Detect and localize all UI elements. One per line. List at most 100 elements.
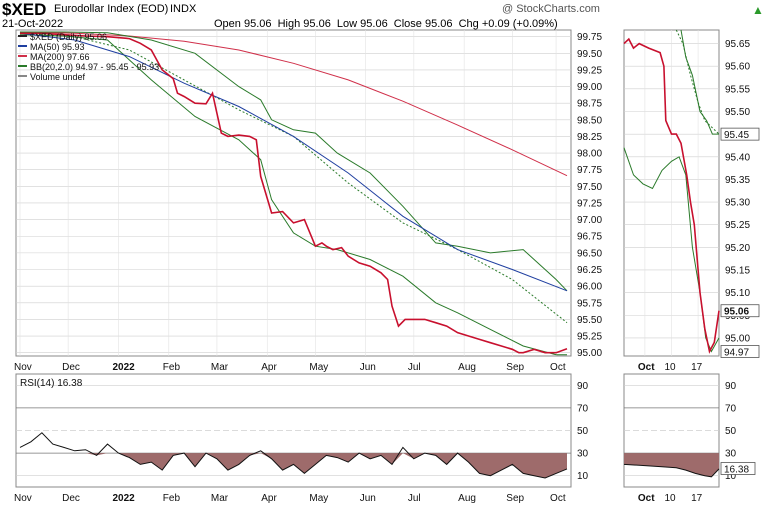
price-panel-frame <box>15 29 572 357</box>
rsi-y-tick: 10 <box>577 471 589 482</box>
price-y-tick: 97.25 <box>577 198 602 209</box>
price-x-tick: Apr <box>261 362 277 373</box>
price-y-tick: 97.75 <box>577 165 602 176</box>
price-x-tick: Jun <box>360 362 376 373</box>
rsi-x-tick: Apr <box>261 493 277 504</box>
inset-y-tick: 95.30 <box>725 198 750 209</box>
inset-rsi-y-tick: 30 <box>725 449 737 460</box>
inset-bb-lower <box>623 147 720 353</box>
price-x-tick: Nov <box>14 362 32 373</box>
inset-x-tick: 10 <box>665 362 677 373</box>
badge-frame <box>720 462 756 475</box>
price-y-tick: 95.75 <box>577 298 602 309</box>
price-y-tick: 97.00 <box>577 215 602 226</box>
inset-y-tick: 95.00 <box>725 333 750 344</box>
inset-y-tick: 95.20 <box>725 243 750 254</box>
rsi-oversold-fill <box>20 453 567 478</box>
price-y-tick: 96.25 <box>577 265 602 276</box>
price-x-tick: Oct <box>550 362 566 373</box>
price-y-tick: 98.25 <box>577 132 602 143</box>
price-y-tick: 98.50 <box>577 115 602 126</box>
price-y-tick: 99.75 <box>577 32 602 43</box>
price-x-tick: Sep <box>506 362 524 373</box>
inset-bb-mid <box>675 29 720 135</box>
rsi-y-tick: 90 <box>577 381 589 392</box>
price-x-tick: Mar <box>211 362 229 373</box>
inset-rsi-y-tick: 90 <box>725 381 737 392</box>
inset-y-tick: 95.15 <box>725 265 750 276</box>
rsi-x-tick: Aug <box>458 493 476 504</box>
inset-y-tick: 95.50 <box>725 107 750 118</box>
rsi-x-tick: Jul <box>408 493 421 504</box>
inset-rsi-y-tick: 10 <box>725 471 737 482</box>
legend-entry: Volume undef <box>30 72 86 82</box>
legend-entry: BB(20,2.0) 94.97 - 95.45 - 95.93 <box>30 62 159 72</box>
rsi-x-tick: Nov <box>14 493 32 504</box>
inset-x-tick: 17 <box>691 362 703 373</box>
inset-value-badge: 94.97 <box>720 345 760 358</box>
badge-frame <box>720 304 760 318</box>
rsi-y-tick: 30 <box>577 449 589 460</box>
price-y-tick: 99.00 <box>577 82 602 93</box>
price-y-tick: 96.75 <box>577 232 602 243</box>
price-x-tick: May <box>309 362 328 373</box>
price-x-tick: Dec <box>62 362 80 373</box>
price-y-tick: 95.50 <box>577 315 602 326</box>
inset-rsi-fill <box>624 453 719 477</box>
rsi-x-tick: 2022 <box>112 493 135 504</box>
inset-price-line <box>623 37 720 354</box>
inset-rsi-badge: 16.38 <box>720 462 756 475</box>
legend-swatch <box>18 55 27 57</box>
price-y-tick: 95.25 <box>577 332 602 343</box>
rsi-chart: 90 70 50 30 10 RSI(14) 16.38 Nov Dec 2022 Feb Mar A… <box>14 373 589 504</box>
rsi-legend: RSI(14) 16.38 <box>20 378 83 389</box>
inset-y-tick: 95.10 <box>725 288 750 299</box>
series-line-bbupper <box>20 31 568 292</box>
badge-text: 95.06 <box>724 307 749 318</box>
price-x-tick: Jul <box>408 362 421 373</box>
up-arrow-icon: ▲ <box>752 3 764 17</box>
badge-text: 94.97 <box>724 347 749 358</box>
price-y-tick: 98.00 <box>577 149 602 160</box>
inset-y-tick: 95.65 <box>725 39 750 50</box>
rsi-y-tick: 50 <box>577 426 589 437</box>
inset-value-badge: 95.45 <box>720 127 760 141</box>
rsi-y-tick: 70 <box>577 403 589 414</box>
legend-swatch <box>18 65 27 67</box>
chart-header: $XED Eurodollar Index (EOD) INDX @ Stock… <box>2 0 768 32</box>
rsi-x-tick: Jun <box>360 493 376 504</box>
legend-swatch <box>18 35 27 37</box>
rsi-line <box>19 432 568 479</box>
price-x-tick: 2022 <box>112 362 135 373</box>
rsi-x-tick: Mar <box>211 493 229 504</box>
exchange: INDX <box>170 3 197 15</box>
legend-entry: MA(200) 97.66 <box>30 52 90 62</box>
price-y-tick: 97.50 <box>577 182 602 193</box>
inset-y-tick: 95.60 <box>725 62 750 73</box>
legend-swatch <box>18 45 27 47</box>
series-line-xed <box>20 32 568 354</box>
inset-rsi-x-tick: 17 <box>691 493 703 504</box>
price-y-tick: 99.25 <box>577 65 602 76</box>
price-y-tick: 96.00 <box>577 282 602 293</box>
symbol: $XED <box>2 0 47 19</box>
price-y-tick: 99.50 <box>577 49 602 60</box>
watermark: @ StockCharts.com <box>502 3 600 15</box>
price-chart: 99.75 99.50 99.25 99.00 98.75 98.50 98.25 98.00… <box>14 29 602 373</box>
rsi-x-tick: Feb <box>163 493 181 504</box>
inset-y-tick: 95.55 <box>725 84 750 95</box>
rsi-x-tick: Oct <box>550 493 566 504</box>
rsi-x-tick: May <box>309 493 328 504</box>
rsi-x-tick: Sep <box>506 493 524 504</box>
inset-rsi-x-tick: Oct <box>638 493 655 504</box>
legend-swatch <box>18 75 27 77</box>
date: 21-Oct-2022 <box>2 18 64 30</box>
rsi-x-tick: Dec <box>62 493 80 504</box>
series-line-ma50 <box>19 32 568 292</box>
price-x-tick: Feb <box>163 362 181 373</box>
inset-rsi-chart: 90 70 50 30 10 Oct 10 17 16.38 <box>623 373 756 504</box>
legend-entry: $XED (Daily) 95.06 <box>30 32 107 42</box>
price-x-tick: Aug <box>458 362 476 373</box>
